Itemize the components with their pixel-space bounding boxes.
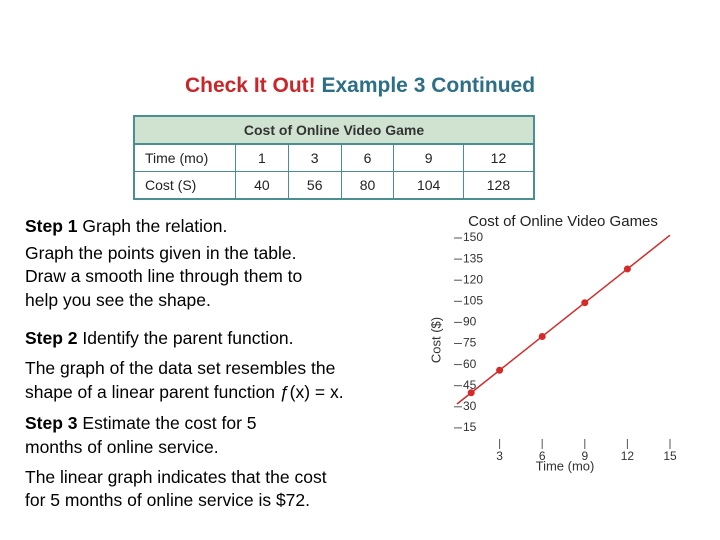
table-cell: 1 bbox=[235, 143, 289, 172]
body-line: Draw a smooth line through them to bbox=[25, 266, 303, 286]
header-row: Cost of Online Video Game bbox=[134, 116, 534, 145]
step-text: Estimate the cost for 5 bbox=[82, 413, 257, 433]
data-point bbox=[538, 332, 546, 340]
table-cell: 6 bbox=[340, 143, 395, 172]
step-line: months of online service. bbox=[25, 437, 219, 458]
body-line: The linear graph indicates that the cost bbox=[25, 467, 327, 487]
table-cell: 12 bbox=[462, 143, 535, 172]
step-text: months of online service. bbox=[25, 437, 219, 457]
body-line: for 5 months of online service is $72. bbox=[25, 490, 311, 510]
y-tick-label: 30 bbox=[463, 399, 477, 413]
data-point bbox=[623, 265, 631, 273]
step-text: Graph the relation. bbox=[82, 216, 228, 236]
y-tick-label: 45 bbox=[463, 378, 477, 392]
body-line: shape of a linear parent function ƒ(x) =… bbox=[25, 382, 344, 402]
table-title: Cost of Online Video Game bbox=[134, 116, 534, 145]
y-axis-label: Cost ($) bbox=[428, 317, 443, 363]
series-line bbox=[470, 268, 628, 394]
table-row: Cost (S) 40 56 80 104 128 bbox=[133, 171, 535, 200]
step-label: Step 3 bbox=[25, 413, 78, 433]
y-tick-label: 75 bbox=[463, 336, 477, 350]
y-tick-label: 120 bbox=[463, 272, 483, 286]
data-table: Cost of Online Video Game Time (mo) 1 3 6 9 12… bbox=[133, 115, 535, 200]
table-row: Time (mo) 1 3 6 9 12 bbox=[133, 143, 535, 172]
table-cell: 128 bbox=[462, 171, 535, 200]
table-cell: 104 bbox=[393, 171, 464, 200]
table-cell: 80 bbox=[340, 171, 395, 200]
data-point bbox=[581, 299, 589, 307]
trend-extension bbox=[626, 234, 671, 270]
step-line: Step 1 Graph the relation. bbox=[25, 216, 227, 237]
y-tick-label: 105 bbox=[463, 293, 483, 307]
x-tick-label: 12 bbox=[621, 449, 635, 463]
body-line: help you see the shape. bbox=[25, 290, 211, 310]
row-label: Cost (S) bbox=[133, 171, 236, 200]
body-line: The graph of the data set resembles the bbox=[25, 358, 336, 378]
y-tick-label: 90 bbox=[463, 315, 477, 329]
x-axis-label: Time (mo) bbox=[536, 458, 595, 473]
data-point bbox=[496, 366, 504, 374]
step-label: Step 1 bbox=[25, 216, 78, 236]
y-tick-label: 60 bbox=[463, 357, 477, 371]
table-cell: 3 bbox=[287, 143, 342, 172]
x-tick-label: 9 bbox=[581, 449, 588, 463]
data-point bbox=[467, 389, 475, 397]
y-tick-label: 15 bbox=[463, 420, 477, 434]
body-line: Graph the points given in the table. bbox=[25, 243, 297, 263]
step-line: Step 3 Estimate the cost for 5 bbox=[25, 413, 257, 434]
y-tick-label: 150 bbox=[463, 230, 483, 244]
table-cell: 9 bbox=[393, 143, 464, 172]
step-line: Step 2 Identify the parent function. bbox=[25, 328, 294, 349]
table-cell: 56 bbox=[287, 171, 342, 200]
step-label: Step 2 bbox=[25, 328, 78, 348]
x-tick-label: 3 bbox=[496, 449, 503, 463]
table-cell: 40 bbox=[235, 171, 289, 200]
title-highlight: Check It Out! bbox=[184, 74, 316, 97]
step-text: Identify the parent function. bbox=[82, 328, 294, 348]
x-tick-label: 15 bbox=[663, 449, 677, 463]
row-label: Time (mo) bbox=[133, 143, 236, 172]
slide-title: Check It Out! Example 3 Continued bbox=[0, 74, 720, 98]
title-text: Example 3 Continued bbox=[321, 74, 536, 97]
chart-title: Cost of Online Video Games bbox=[468, 213, 658, 230]
y-tick-label: 135 bbox=[463, 251, 483, 265]
x-tick-label: 6 bbox=[539, 449, 546, 463]
